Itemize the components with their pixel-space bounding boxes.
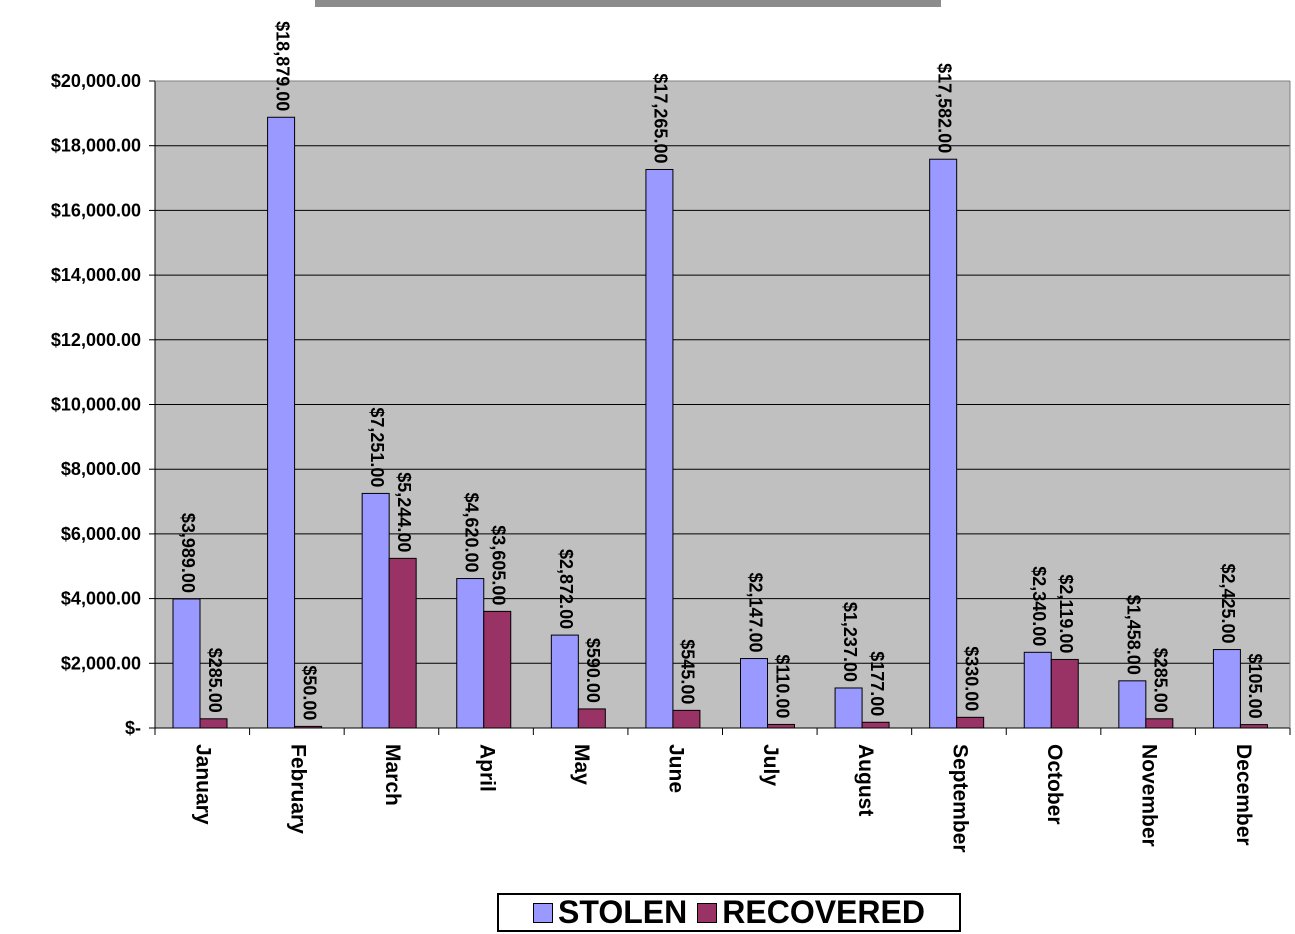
y-tick-label: $12,000.00	[51, 330, 141, 350]
chart-title-bar	[315, 0, 941, 7]
bar-recovered-september	[956, 716, 985, 729]
legend-label-recovered: RECOVERED	[722, 894, 925, 930]
bar-stolen-january	[172, 598, 201, 729]
data-label-recovered: $285.00	[205, 648, 225, 713]
data-label-stolen: $1,458.00	[1124, 595, 1144, 675]
x-tick-label: September	[948, 744, 971, 853]
x-tick-label: July	[759, 744, 782, 786]
x-tick-label: December	[1232, 744, 1255, 846]
data-label-recovered: $285.00	[1151, 648, 1171, 713]
bar-recovered-march	[388, 557, 417, 729]
bar-stolen-april	[456, 578, 485, 729]
bar-recovered-october	[1050, 658, 1079, 729]
bar-recovered-august	[861, 721, 890, 729]
x-tick-label: April	[475, 744, 498, 792]
data-label-stolen: $17,265.00	[651, 73, 671, 163]
legend-item-stolen: STOLEN	[533, 894, 687, 931]
y-tick-label: $10,000.00	[51, 395, 141, 415]
legend-swatch-stolen	[533, 902, 554, 923]
bar-stolen-november	[1118, 680, 1147, 729]
bar-stolen-june	[645, 168, 674, 729]
legend: STOLEN RECOVERED	[497, 893, 961, 932]
bar-stolen-september	[929, 158, 958, 729]
x-tick-label: August	[854, 744, 877, 816]
data-label-recovered: $2,119.00	[1056, 574, 1076, 653]
bar-recovered-january	[199, 718, 228, 729]
x-tick-label: June	[665, 744, 688, 793]
bar-recovered-april	[483, 610, 512, 729]
bar-recovered-november	[1145, 718, 1174, 729]
data-label-stolen: $18,879.00	[272, 21, 292, 111]
bar-recovered-february	[294, 725, 323, 729]
bar-recovered-july	[767, 723, 795, 729]
y-tick-label: $8,000.00	[61, 459, 141, 479]
x-tick-label: November	[1138, 744, 1161, 847]
data-label-recovered: $330.00	[961, 646, 981, 711]
bar-stolen-august	[834, 687, 863, 729]
y-tick-label: $18,000.00	[51, 136, 141, 156]
legend-label-stolen: STOLEN	[558, 894, 688, 930]
data-label-stolen: $3,989.00	[178, 513, 198, 593]
data-label-stolen: $4,620.00	[462, 492, 482, 572]
bar-stolen-october	[1023, 651, 1052, 729]
x-tick-label: March	[381, 744, 404, 806]
data-label-stolen: $2,340.00	[1029, 566, 1049, 646]
bar-stolen-march	[361, 492, 390, 729]
data-label-stolen: $2,425.00	[1218, 563, 1238, 643]
data-label-stolen: $7,251.00	[367, 407, 387, 487]
legend-swatch-recovered	[697, 902, 718, 923]
y-tick-label: $2,000.00	[61, 653, 141, 673]
bar-recovered-june	[672, 709, 701, 729]
bar-recovered-may	[577, 708, 606, 729]
bar-recovered-december	[1239, 724, 1268, 729]
bar-stolen-february	[267, 116, 296, 729]
bar-stolen-may	[550, 634, 579, 729]
x-tick-label: October	[1043, 744, 1066, 825]
data-label-recovered: $110.00	[772, 654, 792, 718]
data-label-stolen: $2,147.00	[745, 572, 765, 652]
legend-item-recovered: RECOVERED	[697, 894, 925, 931]
data-label-recovered: $3,605.00	[489, 525, 509, 605]
y-tick-label: $14,000.00	[51, 265, 141, 285]
y-tick-label: $20,000.00	[51, 71, 141, 91]
y-tick-label: $6,000.00	[61, 524, 141, 544]
data-label-recovered: $545.00	[678, 639, 698, 704]
data-label-recovered: $590.00	[583, 638, 603, 703]
y-tick-label: $4,000.00	[61, 589, 141, 609]
x-tick-label: May	[570, 744, 593, 785]
data-label-stolen: $17,582.00	[934, 63, 954, 153]
y-tick-label: $-	[125, 718, 141, 738]
y-tick-label: $16,000.00	[51, 200, 141, 220]
data-label-recovered: $105.00	[1245, 654, 1265, 719]
bar-stolen-july	[740, 658, 768, 729]
x-tick-label: January	[192, 744, 215, 825]
data-label-recovered: $50.00	[299, 665, 319, 720]
data-label-recovered: $177.00	[867, 651, 887, 716]
bar-stolen-december	[1212, 649, 1241, 729]
data-label-stolen: $1,237.00	[840, 602, 860, 682]
data-label-stolen: $2,872.00	[556, 549, 576, 629]
data-label-recovered: $5,244.00	[394, 472, 414, 552]
x-tick-label: February	[286, 744, 309, 834]
